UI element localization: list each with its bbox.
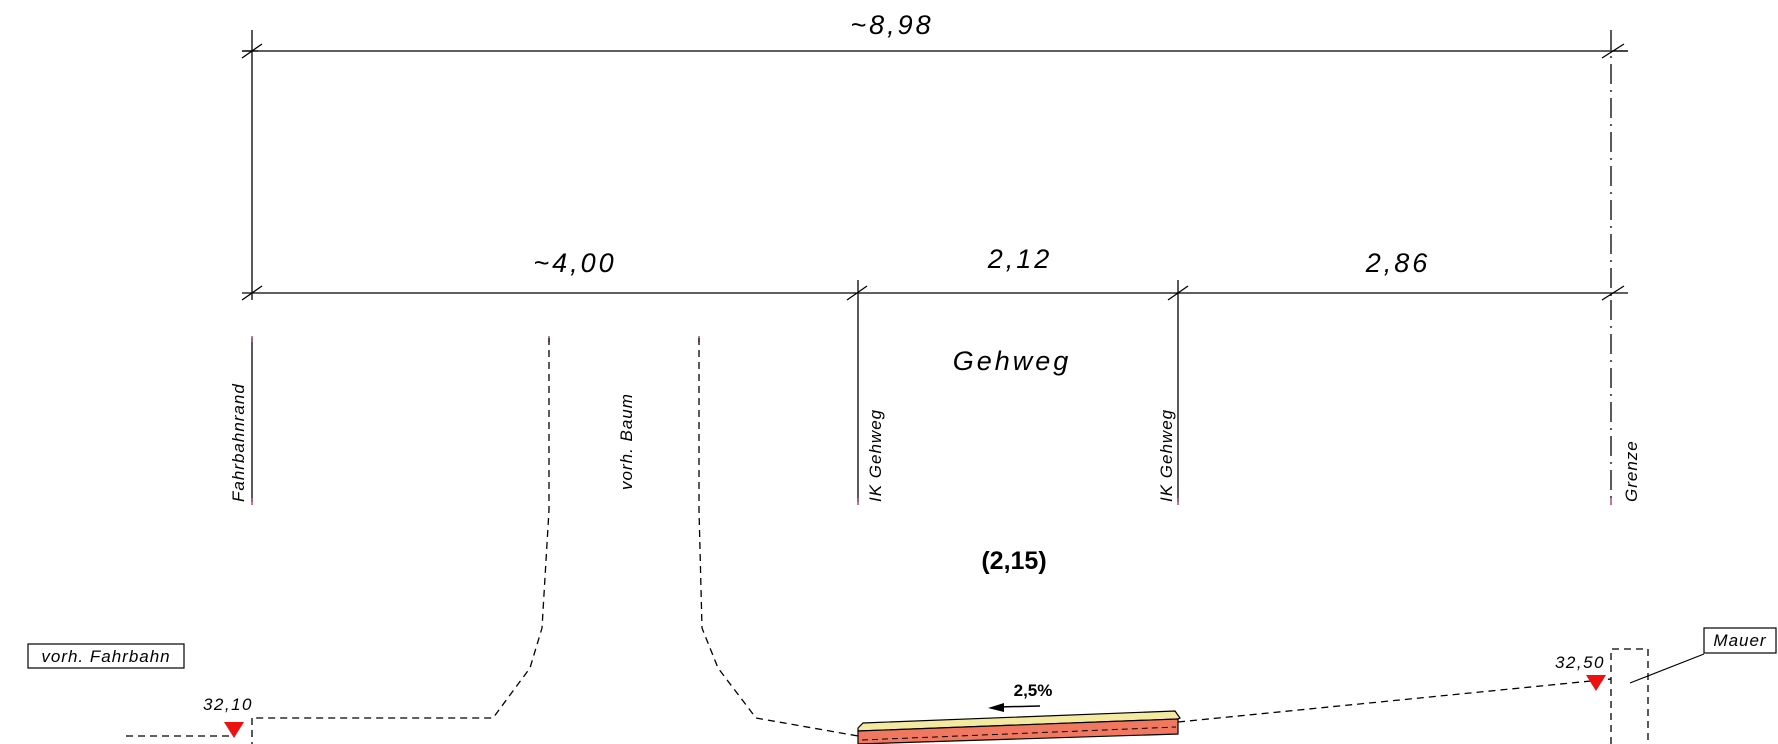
tick-a: [241, 285, 263, 301]
slope-arrow: [988, 703, 1041, 712]
wall-outline: [1610, 648, 1649, 744]
label-grenze: Grenze: [1622, 440, 1641, 502]
callout-mauer-leader: [1629, 653, 1705, 684]
area-label-gehweg: Gehweg: [953, 346, 1072, 376]
dimension-right-label: 2,86: [1365, 248, 1431, 278]
callout-fahrbahn-box: [27, 643, 185, 669]
callout-fahrbahn-label: vorh. Fahrbahn: [41, 647, 170, 666]
ground-line-right: [1177, 678, 1612, 723]
callout-mauer-label: Mauer: [1713, 631, 1767, 650]
dimension-row: [241, 280, 1628, 301]
sidewalk-surface: [857, 710, 1181, 744]
label-ik-gehweg-1: IK Gehweg: [866, 409, 885, 502]
dimension-total-label: ~8,98: [850, 10, 933, 40]
label-ik-gehweg-2: IK Gehweg: [1157, 409, 1176, 502]
tick-d: [1601, 285, 1625, 301]
depth-label: (2,15): [981, 547, 1046, 575]
dimension-middle-label: 2,12: [987, 244, 1053, 274]
label-vorh-baum: vorh. Baum: [617, 393, 636, 490]
elevation-right-label: 32,50: [1555, 653, 1605, 672]
elevation-marker-right: [1586, 675, 1606, 691]
tree-outline: [252, 338, 859, 737]
dimension-total: [241, 43, 1628, 59]
label-fahrbahnrand: Fahrbahnrand: [229, 383, 248, 502]
surface-base-layer: [857, 718, 1179, 744]
tick-b: [846, 285, 868, 301]
callout-mauer-box: [1703, 627, 1777, 654]
elevation-left-label: 32,10: [203, 695, 253, 714]
elevation-marker-left: [224, 722, 244, 738]
slope-label: 2,5%: [1014, 681, 1053, 700]
dimension-left-label: ~4,00: [533, 248, 616, 278]
